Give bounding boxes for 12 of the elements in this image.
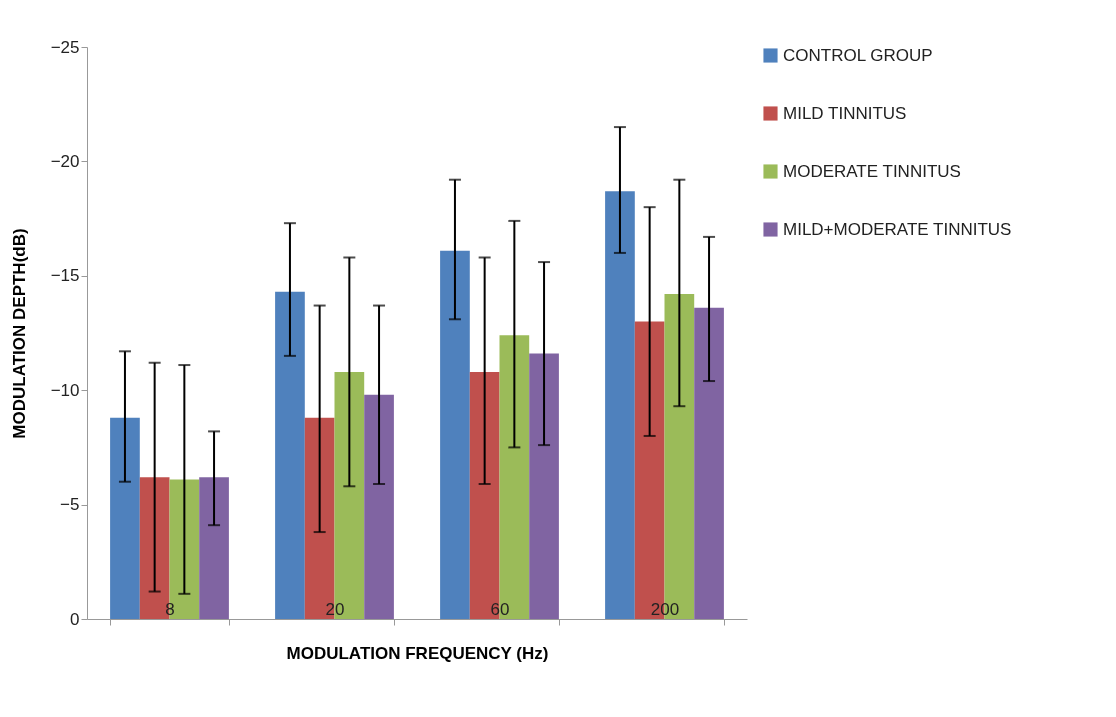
y-tick-label: −5 — [60, 495, 80, 515]
y-tick-label: −25 — [50, 37, 80, 57]
y-axis-title: MODULATION DEPTH(dB) — [9, 228, 29, 439]
x-axis-title: MODULATION FREQUENCY (Hz) — [286, 644, 549, 663]
legend-label: MILD+MODERATE TINNITUS — [783, 219, 1012, 239]
y-tick-label: −20 — [50, 151, 80, 171]
legend-label: CONTROL GROUP — [783, 45, 933, 65]
y-tick-label: −10 — [50, 380, 80, 400]
y-tick-label: −15 — [50, 266, 80, 286]
legend-label: MODERATE TINNITUS — [783, 161, 961, 181]
legend-label: MILD TINNITUS — [783, 103, 907, 123]
y-tick-label: 0 — [70, 609, 80, 629]
